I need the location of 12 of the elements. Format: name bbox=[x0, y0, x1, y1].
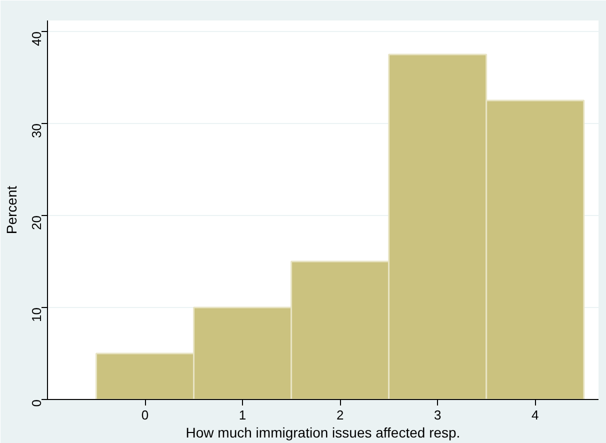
y-tick-label: 40 bbox=[29, 32, 44, 46]
x-tick-label: 0 bbox=[141, 408, 149, 422]
y-tick-label: 20 bbox=[29, 216, 44, 230]
y-tick-label: 0 bbox=[29, 399, 44, 407]
y-axis-title: Percent bbox=[4, 186, 20, 234]
x-tick-label: 2 bbox=[336, 408, 344, 422]
x-tick-label: 1 bbox=[238, 408, 246, 422]
y-tick-label: 10 bbox=[29, 308, 44, 322]
x-axis-title: How much immigration issues affected resp. bbox=[186, 424, 460, 440]
x-tick-label: 4 bbox=[531, 408, 539, 422]
x-tick-label: 3 bbox=[434, 408, 442, 422]
y-tick-label: 30 bbox=[29, 124, 44, 138]
